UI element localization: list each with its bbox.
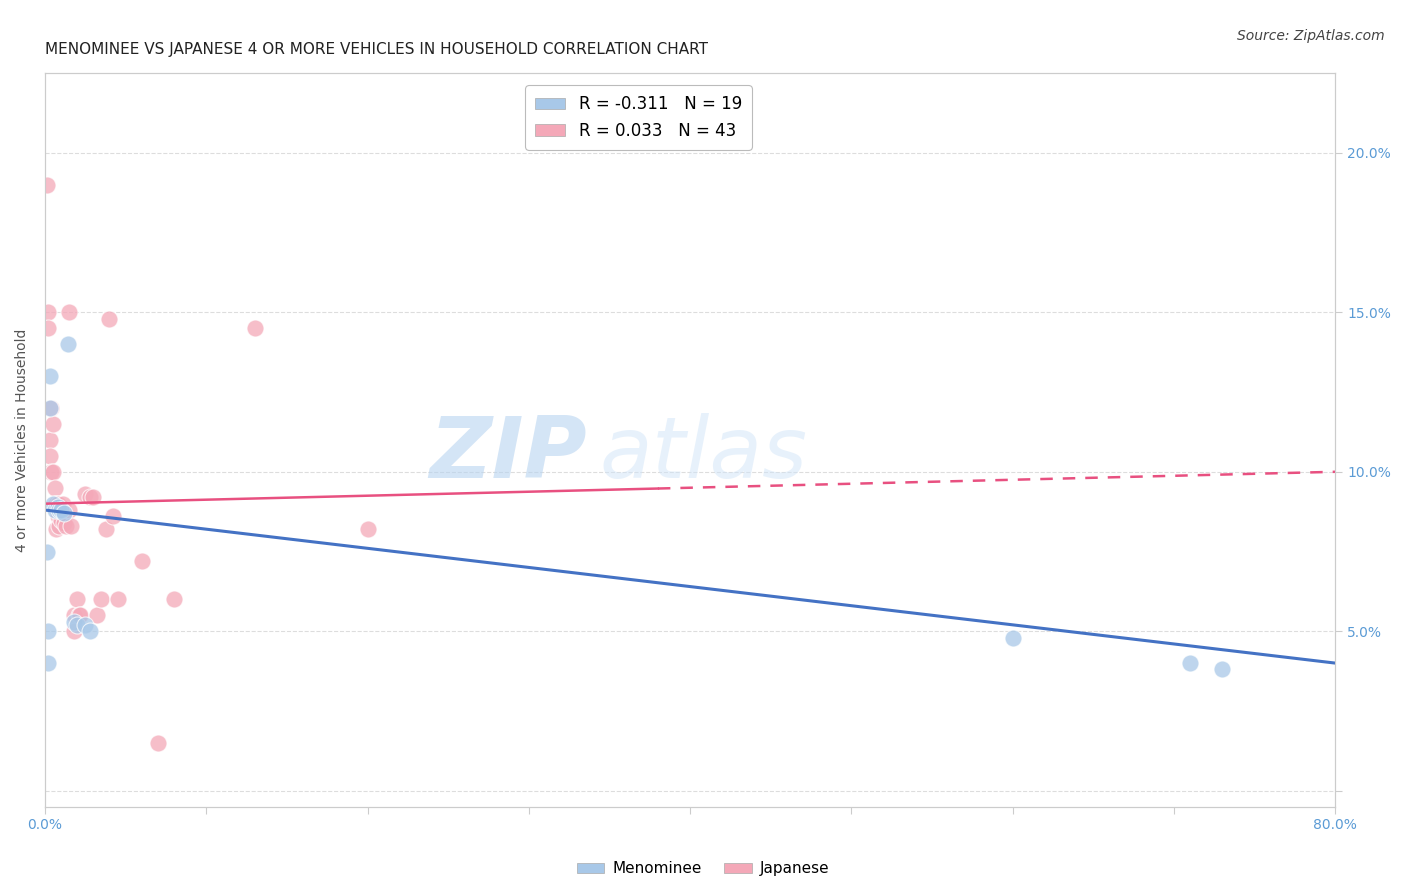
Point (163, 592, 186, 607)
Point (37, 624, 59, 639)
Point (67, 608, 90, 623)
Point (86, 608, 108, 623)
Y-axis label: 4 or more Vehicles in Household: 4 or more Vehicles in Household (15, 328, 30, 551)
Point (90, 592, 112, 607)
Point (55, 519, 77, 533)
Point (49, 513, 72, 527)
Point (56, 337, 79, 351)
Point (79, 491, 101, 505)
Point (44, 497, 66, 511)
Point (53, 506, 76, 520)
Legend: R = -0.311   N = 19, R = 0.033   N = 43: R = -0.311 N = 19, R = 0.033 N = 43 (526, 86, 752, 150)
Point (53, 516, 76, 530)
Point (66, 592, 89, 607)
Text: Source: ZipAtlas.com: Source: ZipAtlas.com (1237, 29, 1385, 43)
Point (356, 522, 378, 536)
Point (35, 178, 58, 192)
Point (52, 497, 75, 511)
Point (38, 433, 60, 447)
Point (1001, 631, 1024, 645)
Point (146, 736, 169, 750)
Point (59, 519, 82, 533)
Point (45, 522, 67, 536)
Point (48, 503, 70, 517)
Point (98, 311, 121, 326)
Point (1178, 656, 1201, 670)
Point (45, 497, 67, 511)
Point (38, 401, 60, 415)
Point (42, 465, 65, 479)
Point (79, 624, 101, 639)
Point (37, 305, 59, 319)
Point (101, 509, 124, 524)
Point (63, 608, 86, 623)
Point (48, 519, 70, 533)
Point (44, 481, 66, 495)
Point (41, 465, 63, 479)
Text: atlas: atlas (600, 413, 808, 496)
Point (37, 321, 59, 335)
Point (75, 617, 97, 632)
Point (37, 656, 59, 670)
Point (75, 487, 97, 501)
Point (35, 544, 58, 558)
Point (131, 554, 153, 568)
Point (82, 491, 104, 505)
Text: MENOMINEE VS JAPANESE 4 OR MORE VEHICLES IN HOUSEHOLD CORRELATION CHART: MENOMINEE VS JAPANESE 4 OR MORE VEHICLES… (45, 42, 709, 57)
Legend: Menominee, Japanese: Menominee, Japanese (571, 855, 835, 882)
Point (42, 497, 65, 511)
Point (63, 615, 86, 629)
Point (1211, 663, 1233, 677)
Point (38, 449, 60, 463)
Point (38, 369, 60, 384)
Point (44, 503, 66, 517)
Point (46, 509, 69, 524)
Point (58, 305, 80, 319)
Point (66, 617, 89, 632)
Point (46, 500, 69, 514)
Point (58, 503, 80, 517)
Point (41, 401, 63, 415)
Point (42, 417, 65, 431)
Point (63, 624, 86, 639)
Point (49, 503, 72, 517)
Point (46, 497, 69, 511)
Point (49, 506, 72, 520)
Point (69, 608, 91, 623)
Point (96, 522, 118, 536)
Text: ZIP: ZIP (429, 413, 586, 496)
Point (107, 592, 129, 607)
Point (243, 321, 266, 335)
